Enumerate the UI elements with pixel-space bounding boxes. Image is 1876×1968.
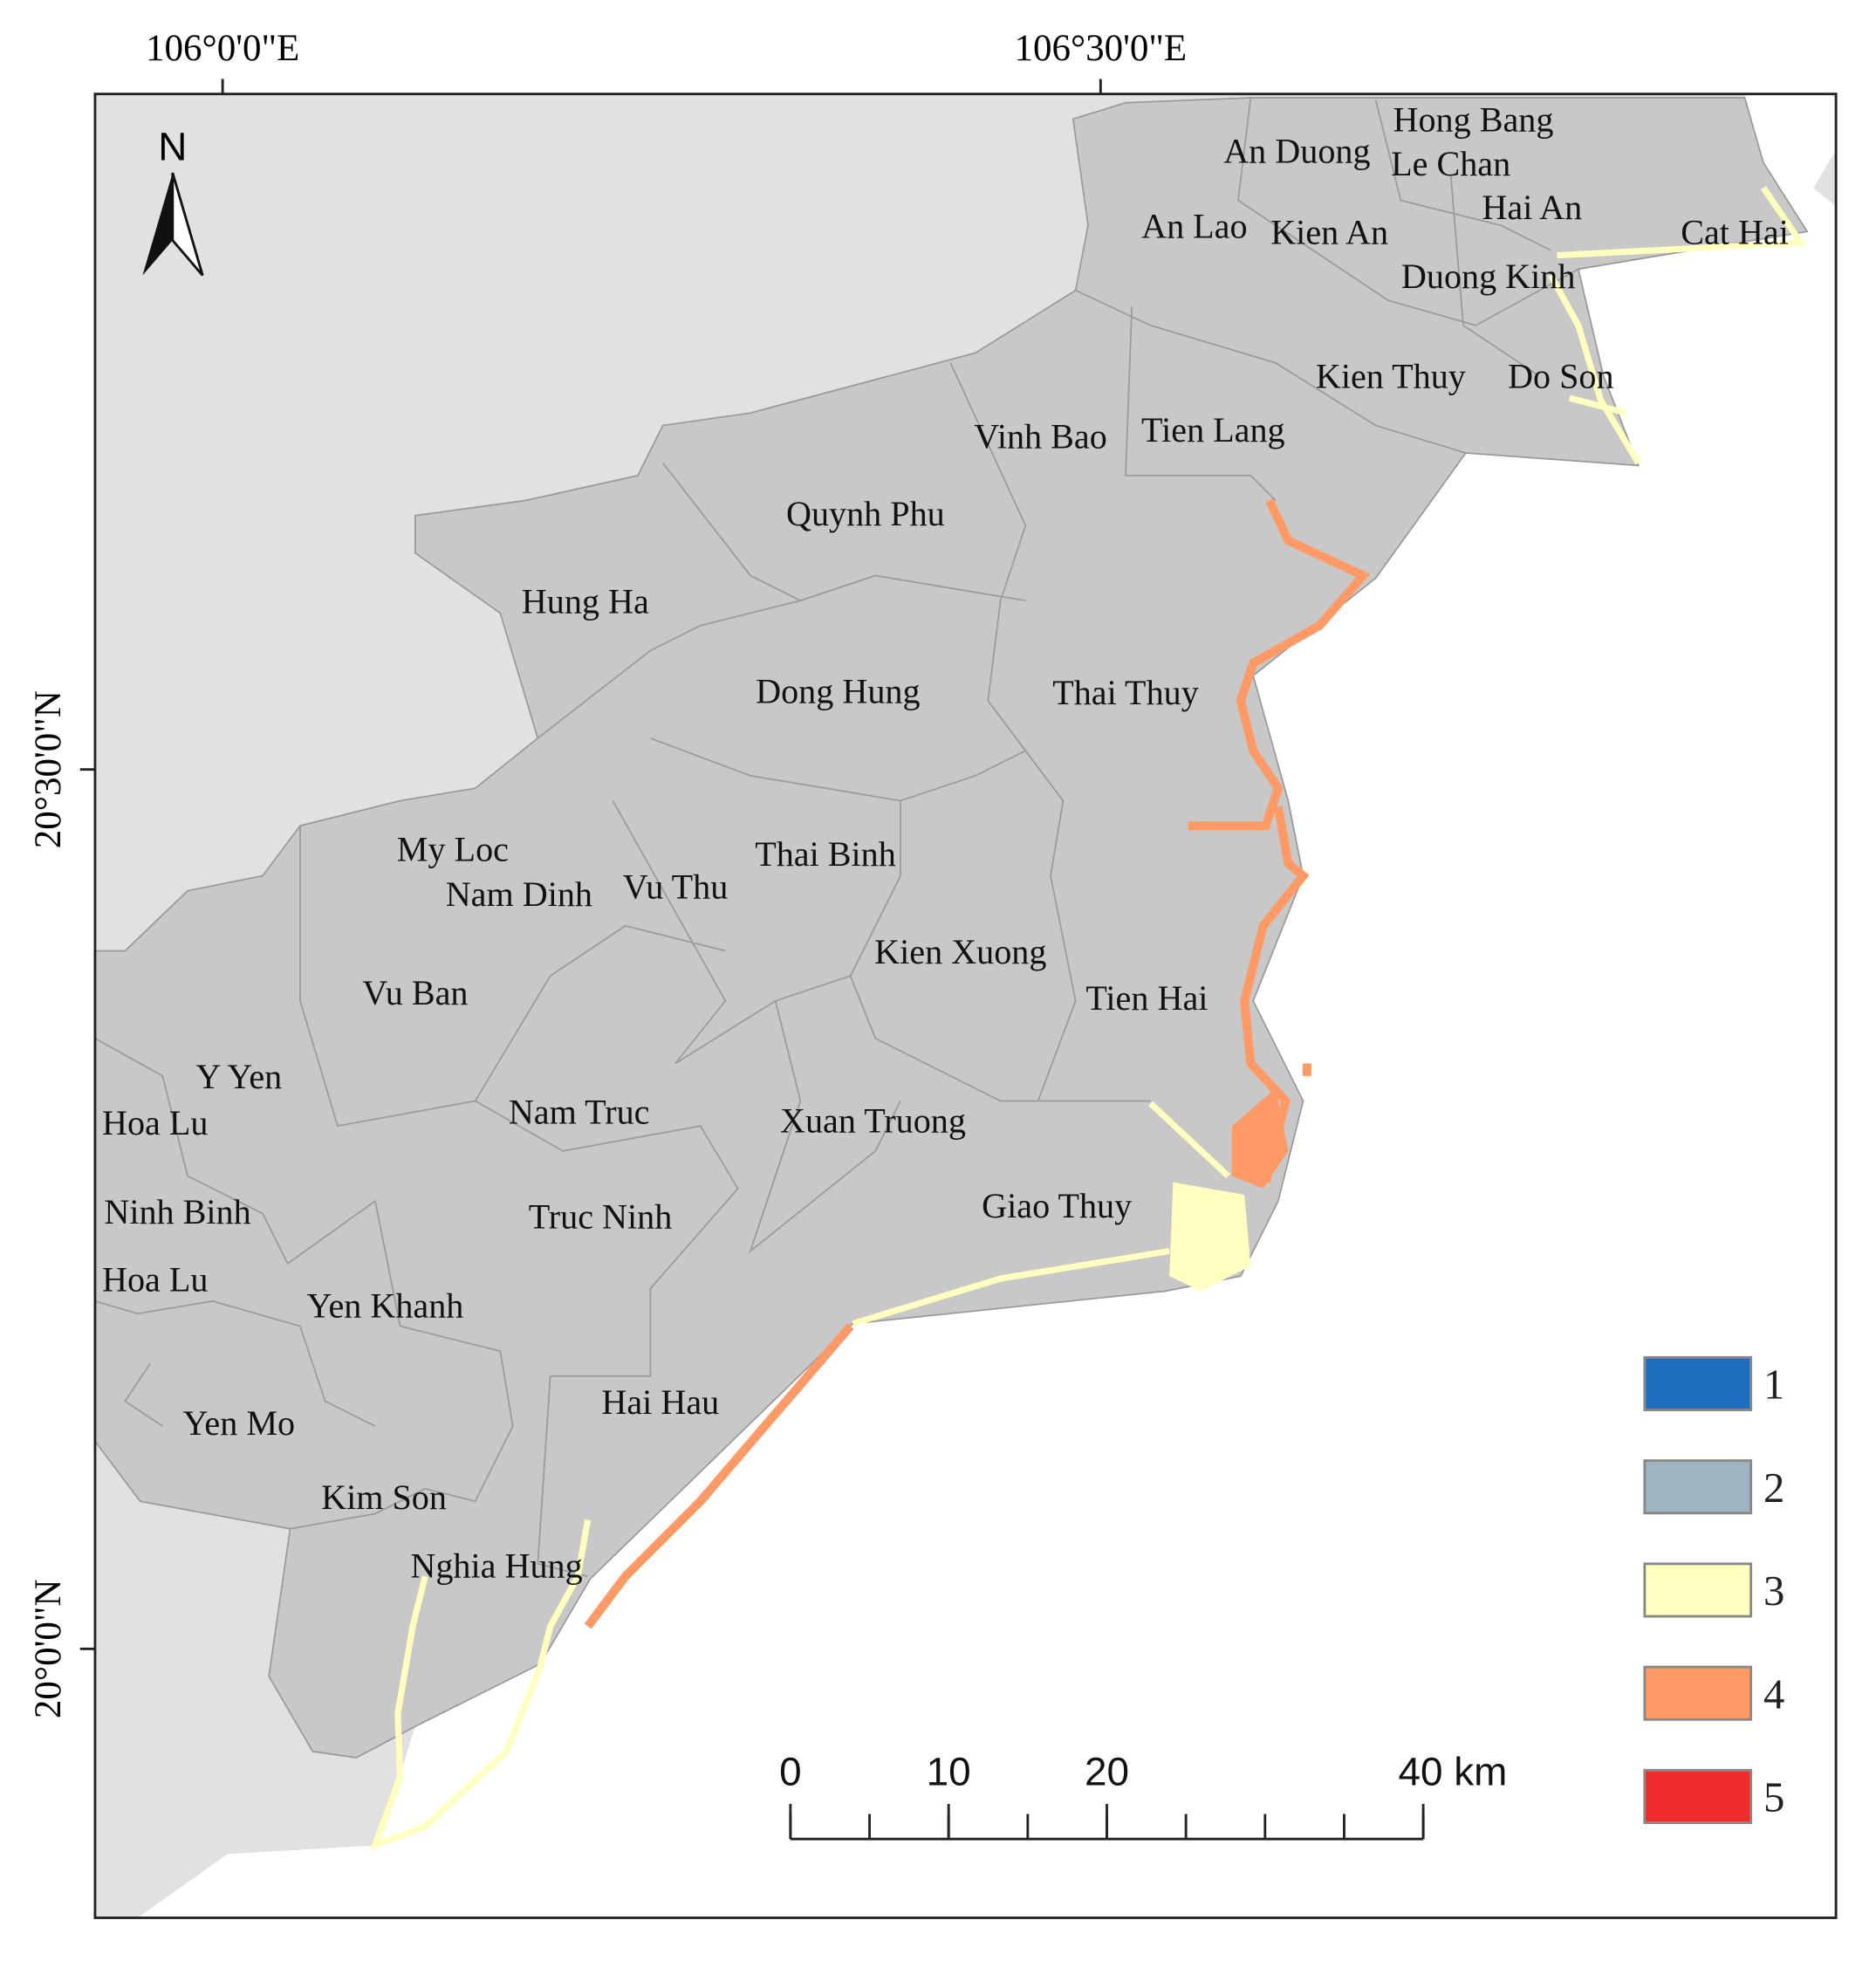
district-label: Xuan Truong [780,1101,966,1140]
legend-swatch [1643,1768,1753,1824]
legend-swatch [1643,1562,1753,1618]
legend-label: 5 [1763,1774,1784,1821]
district-label: Hung Ha [522,582,649,621]
district-label: Duong Kinh [1401,257,1576,296]
district-label: Ninh Binh [104,1192,250,1231]
district-label: My Loc [397,829,509,868]
scale-bar-label: 40 km [1398,1749,1507,1794]
north-arrow-right [171,172,204,277]
district-label: Dong Hung [756,672,920,711]
legend-swatch [1643,1459,1753,1515]
district-label: Hong Bang [1393,100,1554,140]
map-frame [93,93,1838,1919]
district-label: Thai Thuy [1052,673,1199,712]
coastal-classes [369,186,1807,1851]
district-label: Do Son [1508,357,1614,396]
district-label: Thai Binh [755,834,896,874]
district-label: Y Yen [195,1057,282,1096]
class-4-coast [584,498,1371,1629]
district-label: Cat Hai [1681,213,1789,252]
district-label: Nam Truc [509,1092,650,1131]
graticule-ticks [79,79,1102,1650]
district-label: Vu Thu [623,867,729,906]
legend-label: 2 [1763,1464,1784,1512]
class-4-area [1231,1088,1289,1189]
district-label: An Lao [1141,207,1247,246]
district-label: Kien Thuy [1316,357,1466,396]
district-label: Hai An [1482,188,1582,227]
district-label: Kien Xuong [874,932,1046,971]
legend-label: 1 [1763,1361,1784,1409]
district-label: Vu Ban [362,973,468,1012]
legend-label: 3 [1763,1567,1784,1615]
district-label: Yen Mo [182,1403,295,1443]
study-area [94,97,1809,1759]
district-boundaries [94,97,1579,1578]
district-label: Le Chan [1391,144,1510,183]
scale-bar-label: 10 [927,1749,971,1794]
scale-bar-label: 20 [1085,1749,1129,1794]
district-label: Hoa Lu [102,1259,208,1299]
district-label: Yen Khanh [307,1286,464,1325]
district-label: Vinh Bao [974,416,1107,456]
district-label: Tien Lang [1141,410,1285,449]
lat-label: 20°0'0"N [28,1580,69,1719]
district-label: Hoa Lu [102,1103,208,1142]
north-arrow-left [142,172,173,276]
district-label: Truc Ninh [529,1197,673,1237]
legend-swatch [1643,1665,1753,1721]
lon-label: 106°30'0"E [1014,28,1187,69]
district-label: An Duong [1223,132,1370,171]
lon-label: 106°0'0"E [146,28,299,69]
class-3-area [1169,1182,1251,1292]
lat-label: 20°30'0"N [28,690,69,848]
north-label: N [158,124,187,169]
district-label: Nam Dinh [446,874,592,914]
district-label: Quynh Phu [786,494,945,533]
district-label: Giao Thuy [982,1186,1132,1225]
district-label: Kim Son [321,1478,447,1517]
district-label: Kien An [1270,213,1388,252]
legend-swatch [1643,1355,1753,1411]
district-label: Nghia Hung [410,1546,582,1586]
district-label: Hai Hau [601,1382,719,1422]
district-label: Tien Hai [1085,978,1208,1018]
scale-bar-label: 0 [779,1749,802,1794]
sea [137,93,1837,1918]
legend-label: 4 [1763,1670,1784,1718]
class-3-coast [369,186,1807,1851]
